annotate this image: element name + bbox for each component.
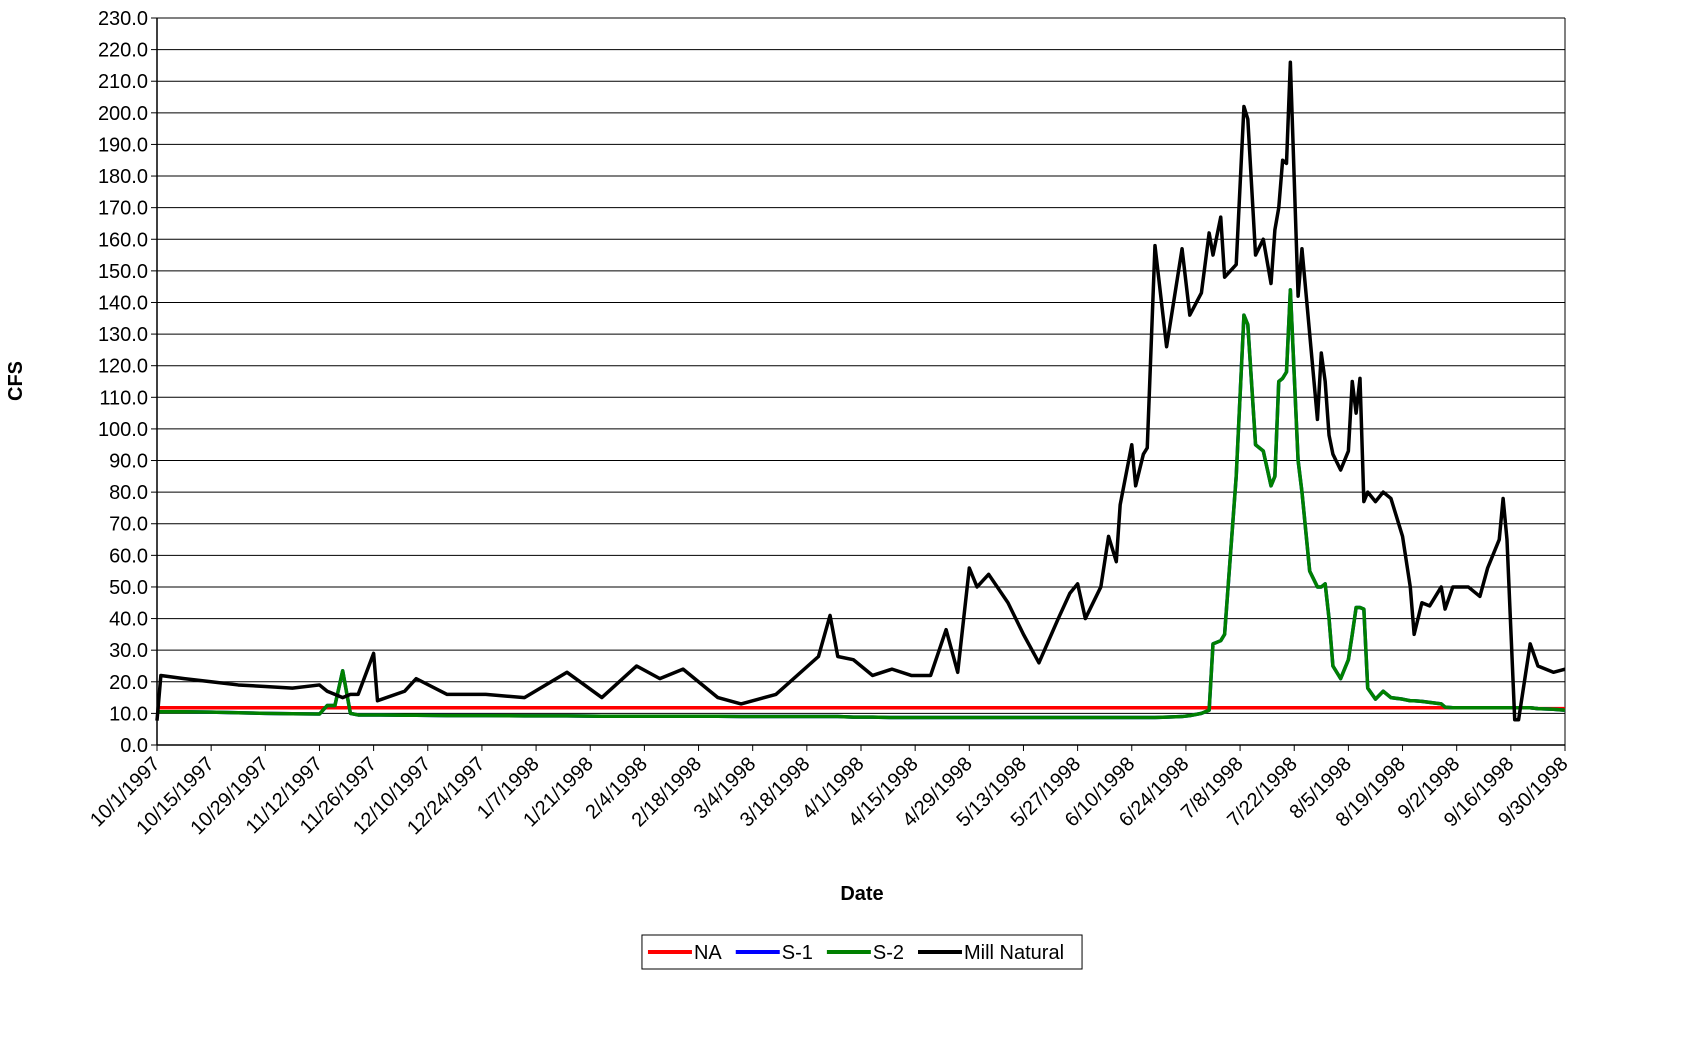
y-tick-label: 200.0 — [98, 103, 148, 125]
y-tick-label: 140.0 — [98, 292, 148, 314]
legend-label: Mill Natural — [964, 942, 1064, 964]
y-tick-label: 60.0 — [109, 545, 148, 567]
y-tick-label: 100.0 — [98, 419, 148, 441]
x-axis-label: Date — [840, 883, 883, 905]
y-tick-label: 40.0 — [109, 609, 148, 631]
y-tick-label: 150.0 — [98, 261, 148, 283]
y-tick-label: 20.0 — [109, 672, 148, 694]
series-line — [157, 288, 1566, 720]
y-tick-label: 210.0 — [98, 71, 148, 93]
legend-label: S-2 — [873, 942, 904, 964]
series-line — [155, 60, 1566, 722]
y-tick-label: 190.0 — [98, 134, 148, 156]
series-line — [157, 705, 1565, 711]
legend-label: NA — [694, 942, 722, 964]
y-tick-label: 220.0 — [98, 40, 148, 62]
y-tick-label: 230.0 — [98, 8, 148, 30]
y-tick-label: 50.0 — [109, 577, 148, 599]
y-tick-label: 110.0 — [99, 387, 148, 409]
series-line — [157, 288, 1566, 720]
y-tick-label: 130.0 — [98, 324, 148, 346]
y-tick-label: 0.0 — [120, 735, 148, 757]
y-tick-label: 30.0 — [109, 640, 148, 662]
y-tick-label: 160.0 — [98, 229, 148, 251]
y-tick-label: 180.0 — [98, 166, 148, 188]
y-axis-label: CFS — [5, 361, 27, 401]
y-tick-label: 170.0 — [98, 198, 148, 220]
y-tick-label: 80.0 — [109, 482, 148, 504]
legend-label: S-1 — [782, 942, 813, 964]
y-tick-label: 10.0 — [109, 703, 148, 725]
y-tick-label: 70.0 — [109, 514, 148, 536]
y-tick-label: 90.0 — [109, 451, 148, 473]
y-tick-label: 120.0 — [98, 356, 148, 378]
